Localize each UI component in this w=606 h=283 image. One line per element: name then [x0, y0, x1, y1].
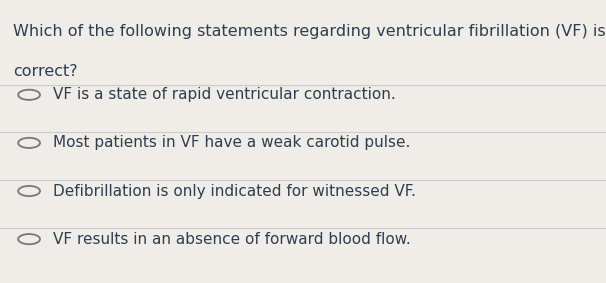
- Text: Defibrillation is only indicated for witnessed VF.: Defibrillation is only indicated for wit…: [53, 183, 416, 199]
- Text: VF is a state of rapid ventricular contraction.: VF is a state of rapid ventricular contr…: [53, 87, 396, 102]
- Text: correct?: correct?: [13, 64, 78, 79]
- Text: Which of the following statements regarding ventricular fibrillation (VF) is: Which of the following statements regard…: [13, 24, 606, 39]
- Text: Most patients in VF have a weak carotid pulse.: Most patients in VF have a weak carotid …: [53, 135, 411, 151]
- Text: VF results in an absence of forward blood flow.: VF results in an absence of forward bloo…: [53, 231, 411, 247]
